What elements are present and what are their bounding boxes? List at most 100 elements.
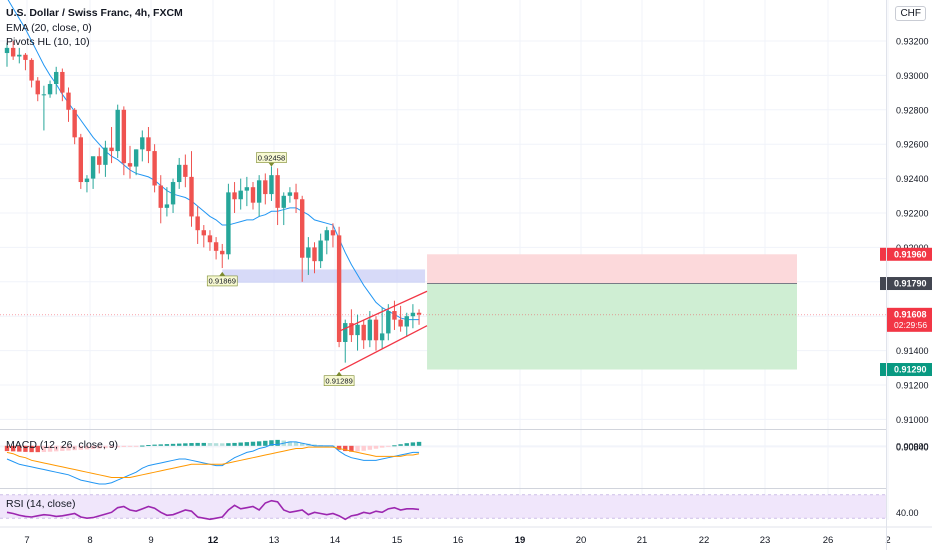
macd-histogram-bar <box>398 444 403 446</box>
current-price-badge: 0.91608 <box>894 309 927 319</box>
candle-body <box>392 311 397 320</box>
rsi-legend[interactable]: RSI (14, close) <box>6 498 76 510</box>
candle-body <box>355 324 360 336</box>
target-badge: 0.91290 <box>894 365 927 375</box>
macd-histogram-bar <box>256 441 262 446</box>
candle-body <box>127 163 133 167</box>
channel-lower-line <box>339 325 428 372</box>
candle-body <box>238 190 243 200</box>
candle-body <box>226 192 231 255</box>
macd-line <box>6 441 420 485</box>
candle-body <box>330 230 336 236</box>
macd-histogram-bar <box>220 443 225 446</box>
macd-histogram-bar <box>170 443 176 446</box>
candle-body <box>367 319 373 341</box>
macd-histogram-bar <box>35 445 40 453</box>
candle-body <box>263 180 268 195</box>
macd-histogram-bar <box>78 445 83 450</box>
macd-histogram-bar <box>213 443 219 446</box>
macd-histogram-bar <box>90 445 96 449</box>
price-tick-label: 0.91000 <box>896 415 929 425</box>
current-price-badge-bg <box>887 307 932 332</box>
x-tick-label: 15 <box>392 535 403 546</box>
macd-histogram-bar <box>164 444 170 446</box>
macd-histogram-bar <box>84 445 90 450</box>
candle-body <box>140 137 145 150</box>
macd-histogram-bar <box>201 442 206 446</box>
candle-body <box>318 240 323 262</box>
price-tick-label: 0.92600 <box>896 140 929 150</box>
candle-body <box>183 164 188 177</box>
macd-histogram-bar <box>367 445 373 450</box>
candle-body <box>78 137 83 183</box>
candle-body <box>17 54 22 57</box>
macd-histogram-bar <box>17 445 22 452</box>
candle-body <box>47 84 53 95</box>
candle-body <box>121 109 127 164</box>
x-tick-label: 13 <box>269 535 280 546</box>
x-tick-label: 2 <box>885 535 890 546</box>
macd-histogram-bar <box>158 444 163 446</box>
ema-legend[interactable]: EMA (20, close, 0) <box>6 22 92 34</box>
macd-histogram-bar <box>250 441 256 446</box>
candle-body <box>275 175 280 208</box>
price-tick-label: 0.90840 <box>896 442 929 452</box>
macd-histogram-bar <box>4 445 10 452</box>
candle-body <box>410 312 416 317</box>
macd-histogram-bar <box>29 445 34 453</box>
x-tick-label: 16 <box>453 535 464 546</box>
macd-histogram-bar <box>23 445 28 452</box>
macd-histogram-bar <box>312 444 317 446</box>
macd-histogram-bar <box>300 442 305 446</box>
candle-body <box>158 185 163 208</box>
x-tick-label: 7 <box>24 535 29 546</box>
stop-badge-bg <box>887 247 932 261</box>
macd-histogram-bar <box>269 440 274 446</box>
candle-body <box>404 316 409 327</box>
candle-body <box>379 333 385 341</box>
macd-pane-divider[interactable] <box>0 429 886 430</box>
candle-body <box>220 250 225 255</box>
macd-legend[interactable]: MACD (12, 26, close, 9) <box>6 439 119 451</box>
macd-histogram-bar <box>343 445 348 452</box>
price-tick-label: 0.92200 <box>896 209 929 219</box>
candle-body <box>281 195 286 208</box>
x-tick-label: 12 <box>208 535 219 546</box>
chart-title[interactable]: U.S. Dollar / Swiss Franc, 4h, FXCM <box>6 7 183 19</box>
price-tick-label: 0.93000 <box>896 71 929 81</box>
candle-body <box>256 180 262 203</box>
pivots-legend[interactable]: Pivots HL (10, 10) <box>6 36 90 48</box>
macd-histogram-bar <box>355 445 360 452</box>
candle-body <box>300 199 305 258</box>
x-tick-label: 19 <box>515 535 526 546</box>
candle-body <box>90 156 96 179</box>
macd-histogram-bar <box>121 445 127 448</box>
candle-body <box>177 164 182 183</box>
candle-body <box>195 216 200 231</box>
price-tick-label: 0.91200 <box>896 381 929 391</box>
pivot-low-marker <box>336 371 343 376</box>
price-tick-label: 0.93200 <box>896 37 929 47</box>
candle-body <box>312 247 317 262</box>
macd-histogram-bar <box>386 445 391 447</box>
stop-badge: 0.91960 <box>894 249 927 259</box>
candle-body <box>213 242 219 251</box>
candle-body <box>386 311 391 334</box>
entry-badge-bg <box>887 277 932 291</box>
macd-histogram-bar <box>177 443 182 446</box>
stop-loss-zone <box>427 254 797 284</box>
macd-histogram-bar <box>287 441 293 446</box>
macd-histogram-bar <box>392 445 397 447</box>
currency-selector[interactable]: CHF <box>895 6 926 21</box>
candle-body <box>35 80 40 95</box>
entry-badge-tab <box>880 277 887 291</box>
pivot-low-marker <box>219 271 226 276</box>
macd-histogram-bar <box>115 445 120 448</box>
rsi-pane-divider[interactable] <box>0 488 886 489</box>
macd-histogram-bar <box>361 445 366 451</box>
candle-body <box>115 109 120 152</box>
pivot-high-marker <box>268 162 275 167</box>
candle-body <box>23 54 28 60</box>
candle-body <box>146 137 151 152</box>
